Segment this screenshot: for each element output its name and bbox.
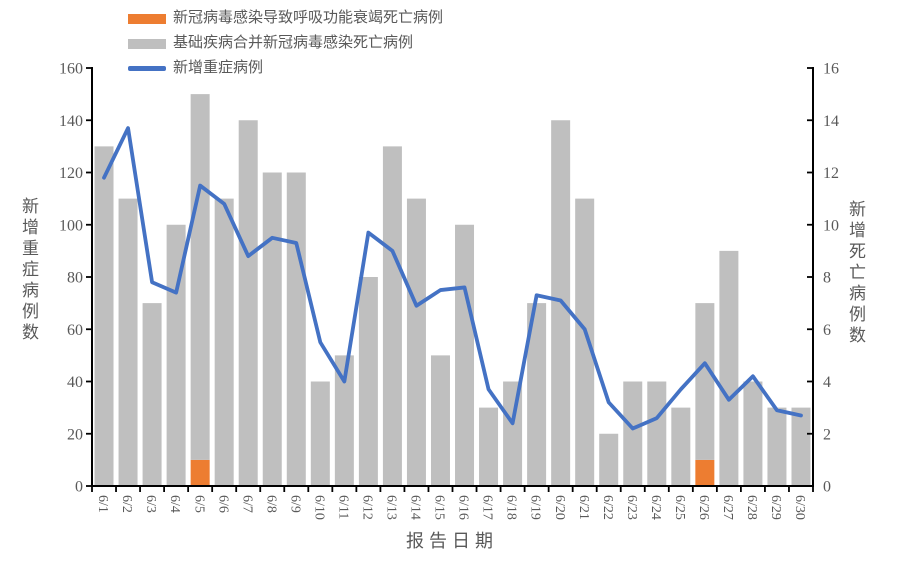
left-tick-label-60: 60 — [67, 322, 83, 339]
bar-respiratory-death-6/26 — [695, 459, 715, 486]
legend-item-severe-cases: 新增重症病例 — [128, 56, 443, 81]
x-label-6/18: 6/18 — [504, 495, 519, 520]
bar-underlying-death-6/3 — [142, 303, 162, 486]
x-label-6/4: 6/4 — [167, 495, 182, 513]
x-label-6/27: 6/27 — [720, 495, 735, 520]
x-label-6/24: 6/24 — [648, 495, 663, 520]
right-tick-label-4: 4 — [823, 374, 831, 391]
bar-underlying-death-6/11 — [334, 355, 354, 486]
x-label-6/22: 6/22 — [600, 495, 615, 520]
x-label-6/10: 6/10 — [311, 495, 326, 520]
x-label-6/13: 6/13 — [384, 495, 399, 520]
x-axis-title: 报告日期 — [406, 531, 498, 551]
bar-underlying-death-6/13 — [382, 146, 402, 486]
x-label-6/29: 6/29 — [768, 495, 783, 520]
bar-underlying-death-6/28 — [743, 381, 763, 486]
left-tick-label-160: 160 — [59, 61, 83, 78]
x-label-6/8: 6/8 — [263, 495, 278, 513]
bar-underlying-death-6/27 — [719, 250, 739, 486]
legend-label-severe-cases: 新增重症病例 — [173, 60, 264, 76]
right-tick-label-12: 12 — [823, 165, 839, 182]
bar-underlying-death-6/30 — [791, 407, 811, 486]
x-label-6/9: 6/9 — [287, 495, 302, 513]
left-axis-title: 新增重症病例数 — [19, 197, 38, 344]
x-label-6/25: 6/25 — [672, 495, 687, 520]
x-label-6/20: 6/20 — [552, 495, 567, 520]
legend-item-underlying-disease-death: 基础疾病合并新冠病毒感染死亡病例 — [128, 31, 443, 56]
right-tick-label-2: 2 — [823, 426, 831, 443]
bar-underlying-death-6/2 — [118, 198, 138, 486]
bar-underlying-death-6/23 — [623, 381, 643, 486]
line-severe-cases — [102, 126, 803, 431]
left-tick-label-80: 80 — [67, 270, 83, 287]
left-tick-label-140: 140 — [59, 113, 83, 130]
bar-respiratory-death-6/5 — [190, 459, 210, 486]
x-label-6/30: 6/30 — [792, 495, 807, 520]
legend-label-respiratory-death: 新冠病毒感染导致呼吸功能衰竭死亡病例 — [173, 10, 444, 26]
x-label-6/15: 6/15 — [432, 495, 447, 520]
bar-underlying-death-6/25 — [671, 407, 691, 486]
x-label-6/23: 6/23 — [624, 495, 639, 520]
x-label-6/7: 6/7 — [239, 495, 254, 513]
right-tick-label-8: 8 — [823, 270, 831, 287]
bar-underlying-death-6/21 — [575, 198, 595, 486]
x-label-6/16: 6/16 — [456, 495, 471, 520]
bar-underlying-death-6/29 — [767, 407, 787, 486]
right-tick-label-14: 14 — [823, 113, 839, 130]
x-label-6/17: 6/17 — [480, 495, 495, 520]
right-tick-label-10: 10 — [823, 217, 839, 234]
x-label-6/26: 6/26 — [696, 495, 711, 520]
x-label-6/12: 6/12 — [359, 495, 374, 520]
bar-underlying-death-6/16 — [455, 224, 475, 486]
bar-underlying-death-6/9 — [286, 172, 306, 486]
bar-underlying-death-6/1 — [94, 146, 114, 486]
bar-underlying-death-6/19 — [527, 303, 547, 486]
orange-bar-swatch-icon — [128, 13, 166, 24]
bar-underlying-death-6/8 — [262, 172, 282, 486]
bar-underlying-death-6/7 — [238, 120, 258, 486]
x-label-6/6: 6/6 — [215, 495, 230, 513]
left-tick-label-40: 40 — [67, 374, 83, 391]
blue-line-swatch-icon — [128, 66, 166, 71]
bar-underlying-death-6/15 — [430, 355, 450, 486]
left-tick-label-100: 100 — [59, 217, 83, 234]
bar-underlying-death-6/17 — [479, 407, 499, 486]
x-label-6/1: 6/1 — [95, 495, 110, 513]
bar-underlying-death-6/10 — [310, 381, 330, 486]
bar-underlying-death-6/14 — [406, 198, 426, 486]
left-tick-label-20: 20 — [67, 426, 83, 443]
bar-underlying-death-6/22 — [599, 433, 619, 486]
bar-underlying-death-6/5 — [190, 94, 210, 460]
bar-underlying-death-6/24 — [647, 381, 667, 486]
x-label-6/5: 6/5 — [191, 495, 206, 513]
x-label-6/21: 6/21 — [576, 495, 591, 520]
legend: 新冠病毒感染导致呼吸功能衰竭死亡病例 基础疾病合并新冠病毒感染死亡病例 新增重症… — [128, 6, 443, 81]
right-tick-label-6: 6 — [823, 322, 831, 339]
gray-bar-swatch-icon — [128, 38, 166, 49]
legend-label-underlying-disease-death: 基础疾病合并新冠病毒感染死亡病例 — [173, 35, 414, 51]
bar-underlying-death-6/12 — [358, 277, 378, 486]
x-label-6/14: 6/14 — [408, 495, 423, 520]
legend-item-respiratory-death: 新冠病毒感染导致呼吸功能衰竭死亡病例 — [128, 6, 443, 31]
x-label-6/2: 6/2 — [119, 495, 134, 513]
left-tick-label-120: 120 — [59, 165, 83, 182]
right-tick-label-16: 16 — [823, 61, 839, 78]
x-label-6/19: 6/19 — [528, 495, 543, 520]
x-label-6/11: 6/11 — [335, 495, 350, 519]
bar-underlying-death-6/6 — [214, 198, 234, 486]
x-label-6/3: 6/3 — [143, 495, 158, 513]
x-label-6/28: 6/28 — [744, 495, 759, 520]
right-tick-label-0: 0 — [823, 479, 831, 496]
left-tick-label-0: 0 — [75, 479, 83, 496]
right-axis-title: 新增死亡病例数 — [846, 200, 865, 347]
bar-underlying-death-6/26 — [695, 303, 715, 460]
